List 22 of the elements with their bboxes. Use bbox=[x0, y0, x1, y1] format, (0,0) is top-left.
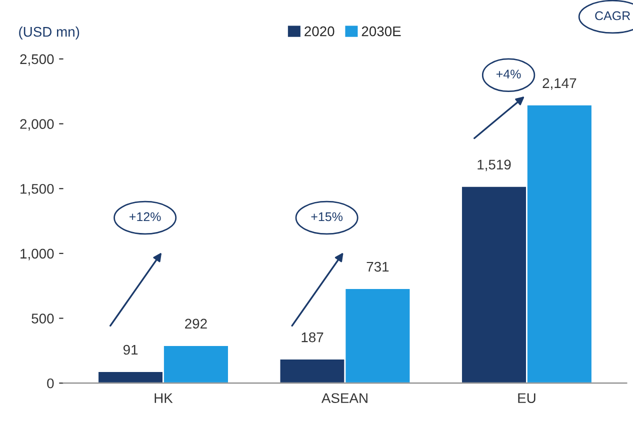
annotation: +4% bbox=[496, 70, 521, 78]
y-tick-label: 1,000 bbox=[20, 248, 54, 260]
data-label: 1,519 bbox=[478, 160, 511, 172]
legend-label: 2020 bbox=[304, 26, 334, 36]
annotation: +15% bbox=[311, 212, 343, 222]
data-label: 292 bbox=[185, 318, 207, 329]
data-label: 2,147 bbox=[542, 78, 576, 90]
annotation: +12% bbox=[130, 212, 161, 222]
text: CAGR bbox=[595, 11, 630, 20]
data-label: 91 bbox=[123, 344, 138, 355]
x-tick-label: HK bbox=[154, 393, 173, 403]
y-axis-title: (USD mn) bbox=[19, 26, 80, 40]
y-tick-label: 0 bbox=[47, 378, 54, 388]
y-tick-label: 2,500 bbox=[20, 54, 54, 66]
y-tick-label: 1,500 bbox=[20, 184, 54, 196]
x-tick-label: EU bbox=[518, 393, 536, 404]
y-tick-label: 2,000 bbox=[20, 119, 54, 131]
legend-label: 2030E bbox=[362, 26, 401, 36]
data-label: 731 bbox=[366, 262, 389, 272]
data-label: 187 bbox=[302, 332, 324, 342]
x-tick-label: ASEAN bbox=[321, 393, 368, 404]
y-tick-label: 500 bbox=[32, 314, 54, 324]
